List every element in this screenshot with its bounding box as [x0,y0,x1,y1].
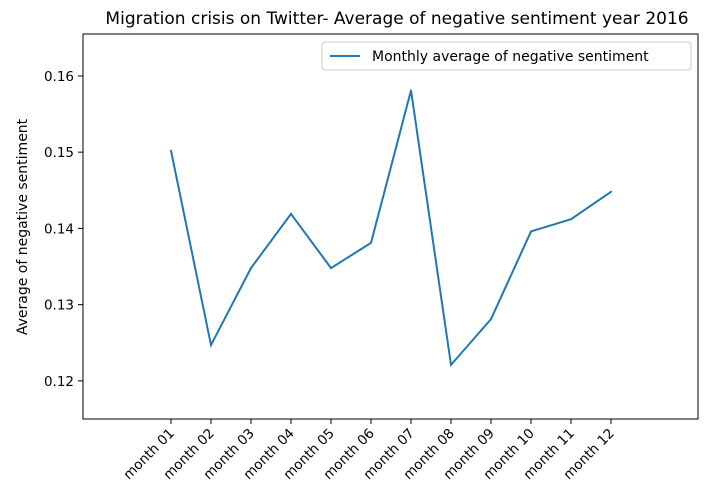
y-tick-label: 0.13 [44,298,74,314]
data-point [450,363,452,366]
data-point [330,267,332,270]
series-line [170,90,612,368]
y-axis: 0.12 0.13 0.14 0.15 0.16 [44,69,83,390]
y-tick-label: 0.16 [44,69,74,85]
data-point [210,344,212,347]
data-point [170,149,172,152]
series-layer [170,89,612,368]
data-point [410,89,412,92]
data-point [610,190,612,193]
data-point [530,230,532,233]
y-axis-label: Average of negative sentiment [15,118,31,335]
data-point [250,267,252,270]
legend-label: Monthly average of negative sentiment [372,49,649,65]
data-point [490,318,492,321]
plot-frame [82,33,699,420]
legend-box [321,41,692,71]
data-point [570,218,572,221]
y-tick-label: 0.15 [44,145,74,161]
data-point [370,241,372,244]
legend: Monthly average of negative sentiment [321,41,692,71]
y-tick-label: 0.14 [44,221,74,237]
y-tick-label: 0.12 [44,374,74,390]
chart-title: Migration crisis on Twitter- Average of … [105,9,688,29]
data-point [290,212,292,215]
